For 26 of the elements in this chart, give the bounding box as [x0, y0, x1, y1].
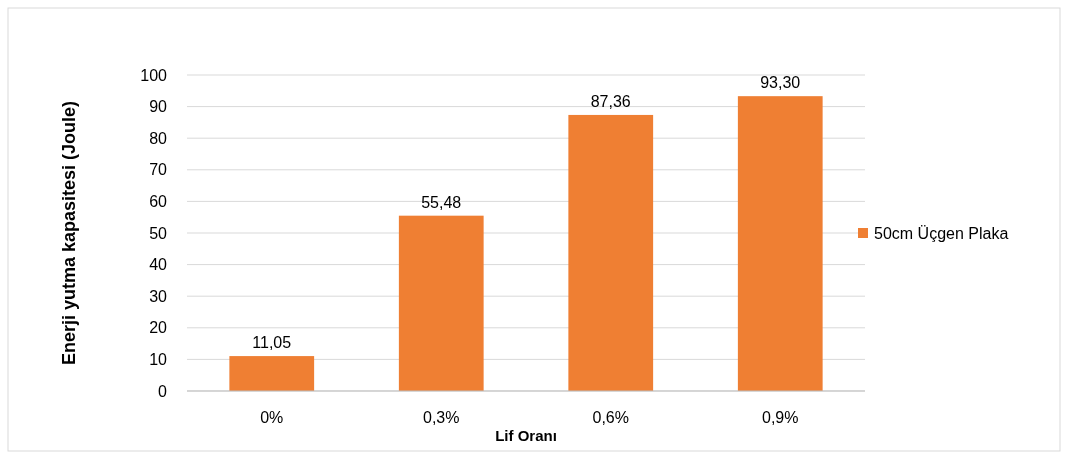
bar — [737, 96, 823, 391]
data-label: 93,30 — [760, 74, 801, 92]
data-label: 11,05 — [252, 334, 292, 352]
y-tick-label: 70 — [149, 161, 168, 179]
y-tick-label: 100 — [140, 66, 168, 84]
data-label: 87,36 — [590, 92, 631, 110]
y-tick-label: 30 — [149, 287, 168, 305]
bar — [398, 215, 484, 391]
y-tick-label: 50 — [149, 224, 168, 242]
y-tick-label: 80 — [149, 129, 168, 147]
bar — [568, 114, 654, 391]
y-tick-label: 40 — [149, 256, 168, 274]
legend-label: 50cm Üçgen Plaka — [874, 224, 1009, 242]
x-tick-label: 0,3% — [423, 409, 460, 426]
x-tick-label: 0,6% — [592, 409, 629, 426]
y-tick-label: 0 — [158, 382, 168, 400]
x-tick-label: 0% — [260, 409, 284, 426]
y-axis-title: Enerji yutma kapasitesi (Joule) — [59, 100, 79, 366]
data-label: 55,48 — [421, 193, 462, 211]
y-tick-label: 90 — [149, 98, 168, 116]
x-axis-title: Lif Oranı — [495, 427, 557, 444]
x-tick-label: 0,9% — [762, 409, 799, 426]
y-tick-label: 10 — [149, 351, 168, 368]
y-tick-label: 20 — [149, 319, 168, 337]
y-tick-label: 60 — [149, 193, 168, 210]
bar — [229, 356, 315, 391]
